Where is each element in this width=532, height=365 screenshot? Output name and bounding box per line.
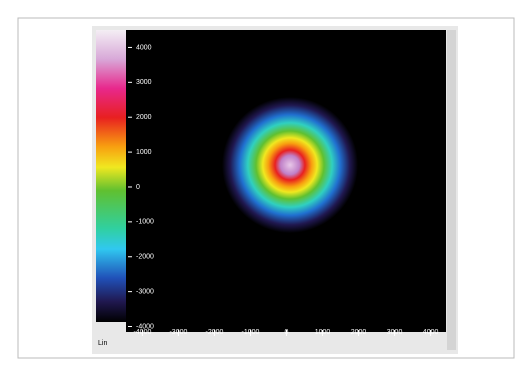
y-tick-label: 0 (136, 184, 140, 191)
y-tick-label: 3000 (136, 79, 152, 86)
beam (222, 97, 358, 233)
x-tick-label: 0 (285, 329, 289, 336)
x-tick-label: -3000 (169, 329, 187, 336)
x-tick-label: 4000 (423, 329, 439, 336)
x-tick-label: 3000 (387, 329, 403, 336)
x-tick-label: -1000 (242, 329, 260, 336)
y-tick-label: -4000 (136, 323, 154, 330)
y-tick-label: -3000 (136, 288, 154, 295)
x-tick-label: 1000 (315, 329, 331, 336)
x-tick-label: -4000 (133, 329, 151, 336)
y-tick-label: -1000 (136, 219, 154, 226)
x-tick-label: -2000 (206, 329, 224, 336)
colorbar-label: Lin (98, 340, 107, 347)
x-tick-label: 2000 (351, 329, 367, 336)
scrollbar (447, 30, 456, 350)
y-tick-label: 2000 (136, 114, 152, 121)
colorbar (96, 30, 126, 322)
y-tick-label: 4000 (136, 44, 152, 51)
y-tick-label: 1000 (136, 149, 152, 156)
y-tick-label: -2000 (136, 254, 154, 261)
